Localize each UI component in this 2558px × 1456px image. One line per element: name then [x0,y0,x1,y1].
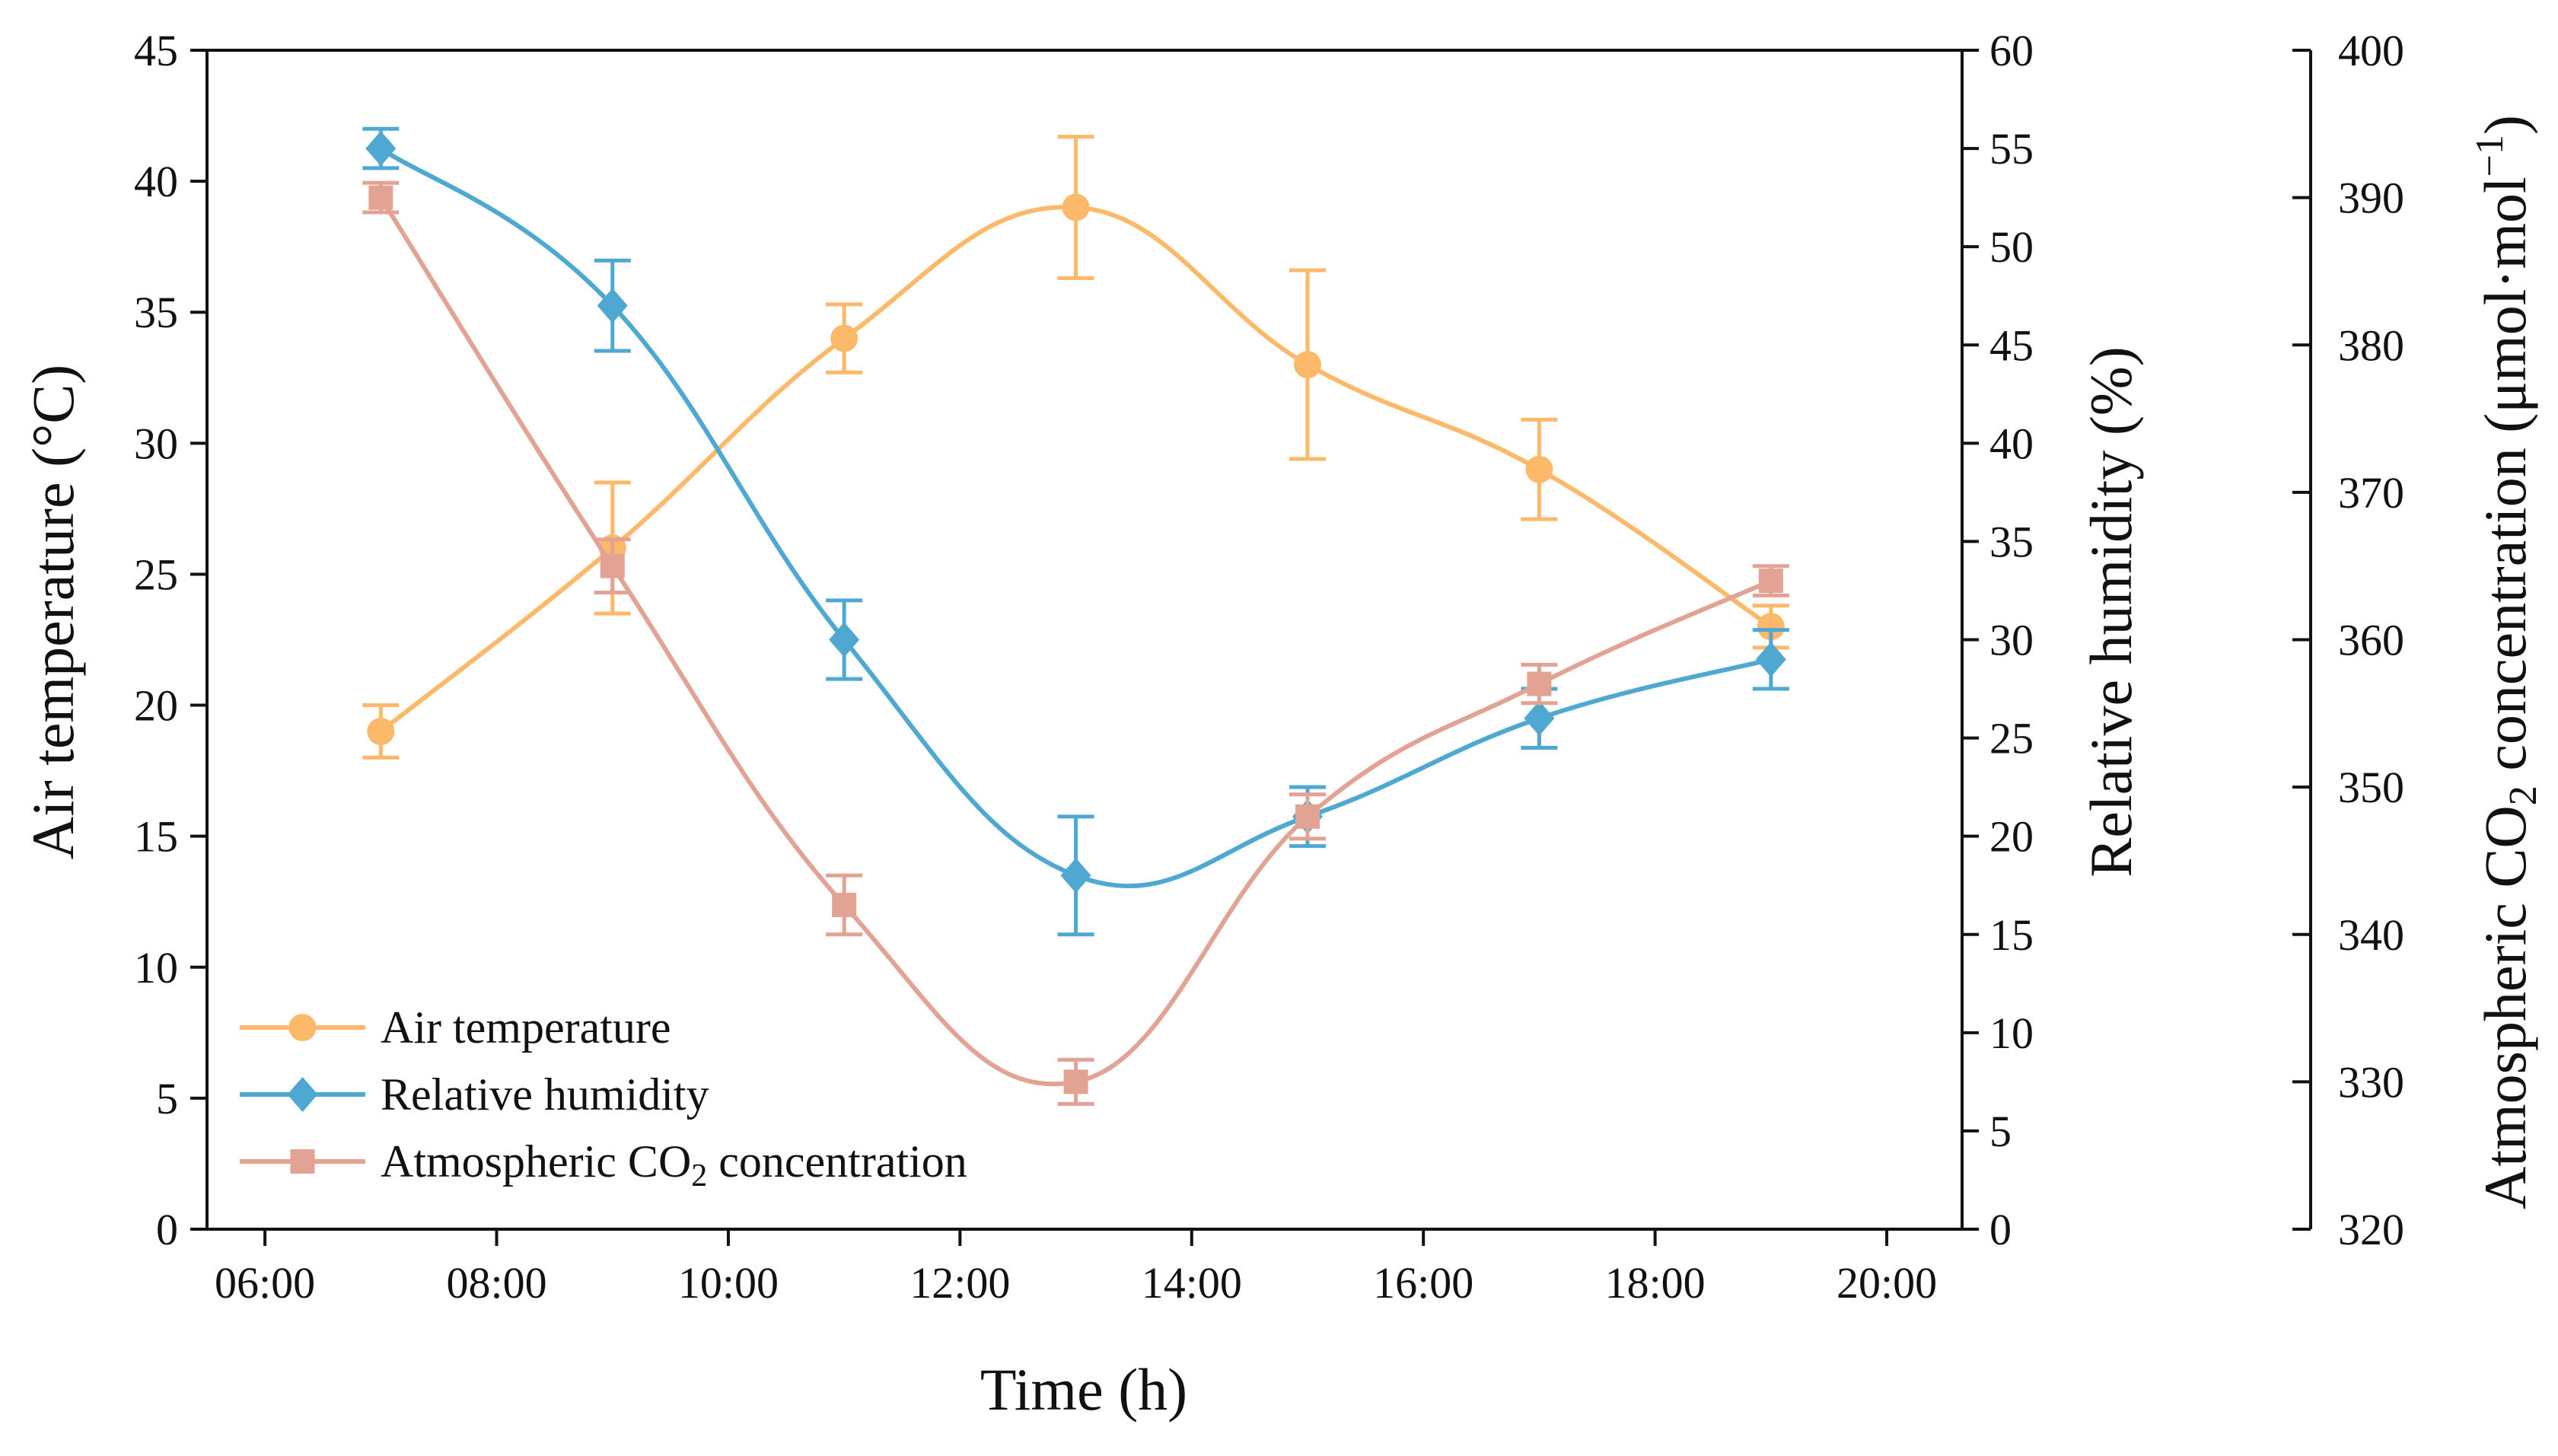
far-right-tick-label: 400 [2338,26,2404,75]
data-point [829,622,860,658]
series-square [362,180,1789,1106]
x-axis: 06:00 08:00 10:00 12:00 14:00 16:00 18:00 20:00 [215,1229,1937,1308]
data-point [1060,858,1091,894]
left-tick-label: 5 [156,1074,178,1123]
data-point [1527,671,1552,696]
legend-entry: Relative humidity [240,1069,709,1120]
series-diamond [362,126,1789,937]
data-point [1524,700,1555,736]
legend: Air temperature Relative humidity Atmosphe… [240,1002,967,1193]
left-tick-label: 20 [134,681,178,731]
left-tick-label: 45 [134,26,178,75]
data-point [1757,613,1785,641]
left-tick-label: 15 [134,812,178,862]
data-point [1758,569,1783,594]
legend-marker [290,1149,315,1174]
legend-entry: Atmospheric CO2 concentration [240,1136,967,1193]
left-tick-label: 25 [134,550,178,599]
series-circle [362,135,1789,760]
right-tick-label: 30 [1989,616,2034,665]
legend-label: Atmospheric CO2 concentration [381,1136,967,1193]
data-point [1525,455,1553,483]
x-tick-label: 20:00 [1836,1258,1937,1308]
left-axis-title: Air temperature (°C) [20,365,86,860]
left-tick-label: 10 [134,943,178,992]
right-tick-label: 45 [1989,320,2034,370]
right-tick-label: 10 [1989,1008,2034,1058]
series-layer [362,126,1789,1106]
right-tick-label: 55 [1989,124,2034,174]
right-tick-label: 20 [1989,812,2034,862]
right-axis: 0 5 10 15 20 25 30 35 40 45 50 55 60 [1962,26,2034,1254]
x-tick-label: 06:00 [215,1258,315,1308]
left-tick-label: 0 [156,1205,178,1254]
legend-label: Relative humidity [381,1069,709,1120]
series-line [378,196,1773,1087]
right-tick-label: 60 [1989,26,2034,75]
data-point [365,131,397,167]
right-tick-label: 25 [1989,714,2034,763]
left-tick-label: 40 [134,157,178,206]
right-tick-label: 15 [1989,910,2034,960]
left-tick-label: 30 [134,419,178,468]
far-right-axis-title: Atmospheric CO2 concentration (μmol·mol−… [2468,115,2545,1209]
far-right-tick-label: 390 [2338,174,2404,223]
data-point [367,717,395,745]
far-right-axis: 320 330 340 350 360 370 380 390 400 [2292,26,2404,1254]
far-right-tick-label: 320 [2338,1205,2404,1254]
left-axis: 0 5 10 15 20 25 30 35 40 45 [134,26,207,1254]
legend-entry: Air temperature [240,1002,671,1053]
far-right-tick-label: 330 [2338,1057,2404,1107]
data-point [368,185,393,210]
right-tick-label: 40 [1989,419,2034,468]
legend-marker [288,1014,317,1041]
data-point [1062,193,1090,221]
right-tick-label: 35 [1989,517,2034,566]
far-right-tick-label: 380 [2338,320,2404,370]
x-tick-label: 18:00 [1605,1258,1706,1308]
left-tick-label: 35 [134,288,178,337]
data-point [830,324,859,352]
legend-marker [287,1077,318,1112]
far-right-tick-label: 360 [2338,616,2404,665]
legend-label: Air temperature [381,1002,671,1053]
x-tick-label: 12:00 [909,1258,1010,1308]
far-right-tick-label: 350 [2338,763,2404,812]
data-point [1295,804,1320,829]
x-tick-label: 16:00 [1373,1258,1473,1308]
data-point [600,553,625,578]
x-tick-label: 10:00 [678,1258,779,1308]
data-point [832,893,857,918]
series-line [379,205,1773,734]
right-tick-label: 50 [1989,222,2034,272]
data-point [1294,351,1322,379]
far-right-tick-label: 340 [2338,910,2404,960]
data-point [1755,642,1786,677]
x-axis-title: Time (h) [980,1356,1187,1423]
right-axis-title: Relative humidity (%) [2078,346,2144,878]
data-point [1063,1069,1088,1094]
right-tick-label: 5 [1989,1107,2012,1156]
x-tick-label: 14:00 [1142,1258,1242,1308]
right-tick-label: 0 [1989,1205,2012,1254]
x-tick-label: 08:00 [446,1258,546,1308]
far-right-tick-label: 370 [2338,468,2404,518]
data-point [597,288,628,323]
